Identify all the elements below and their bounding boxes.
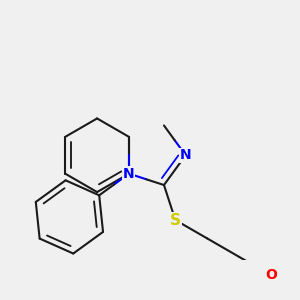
Text: N: N [123, 167, 135, 181]
Text: S: S [170, 212, 181, 227]
Text: O: O [265, 268, 277, 282]
Text: N: N [180, 148, 191, 162]
